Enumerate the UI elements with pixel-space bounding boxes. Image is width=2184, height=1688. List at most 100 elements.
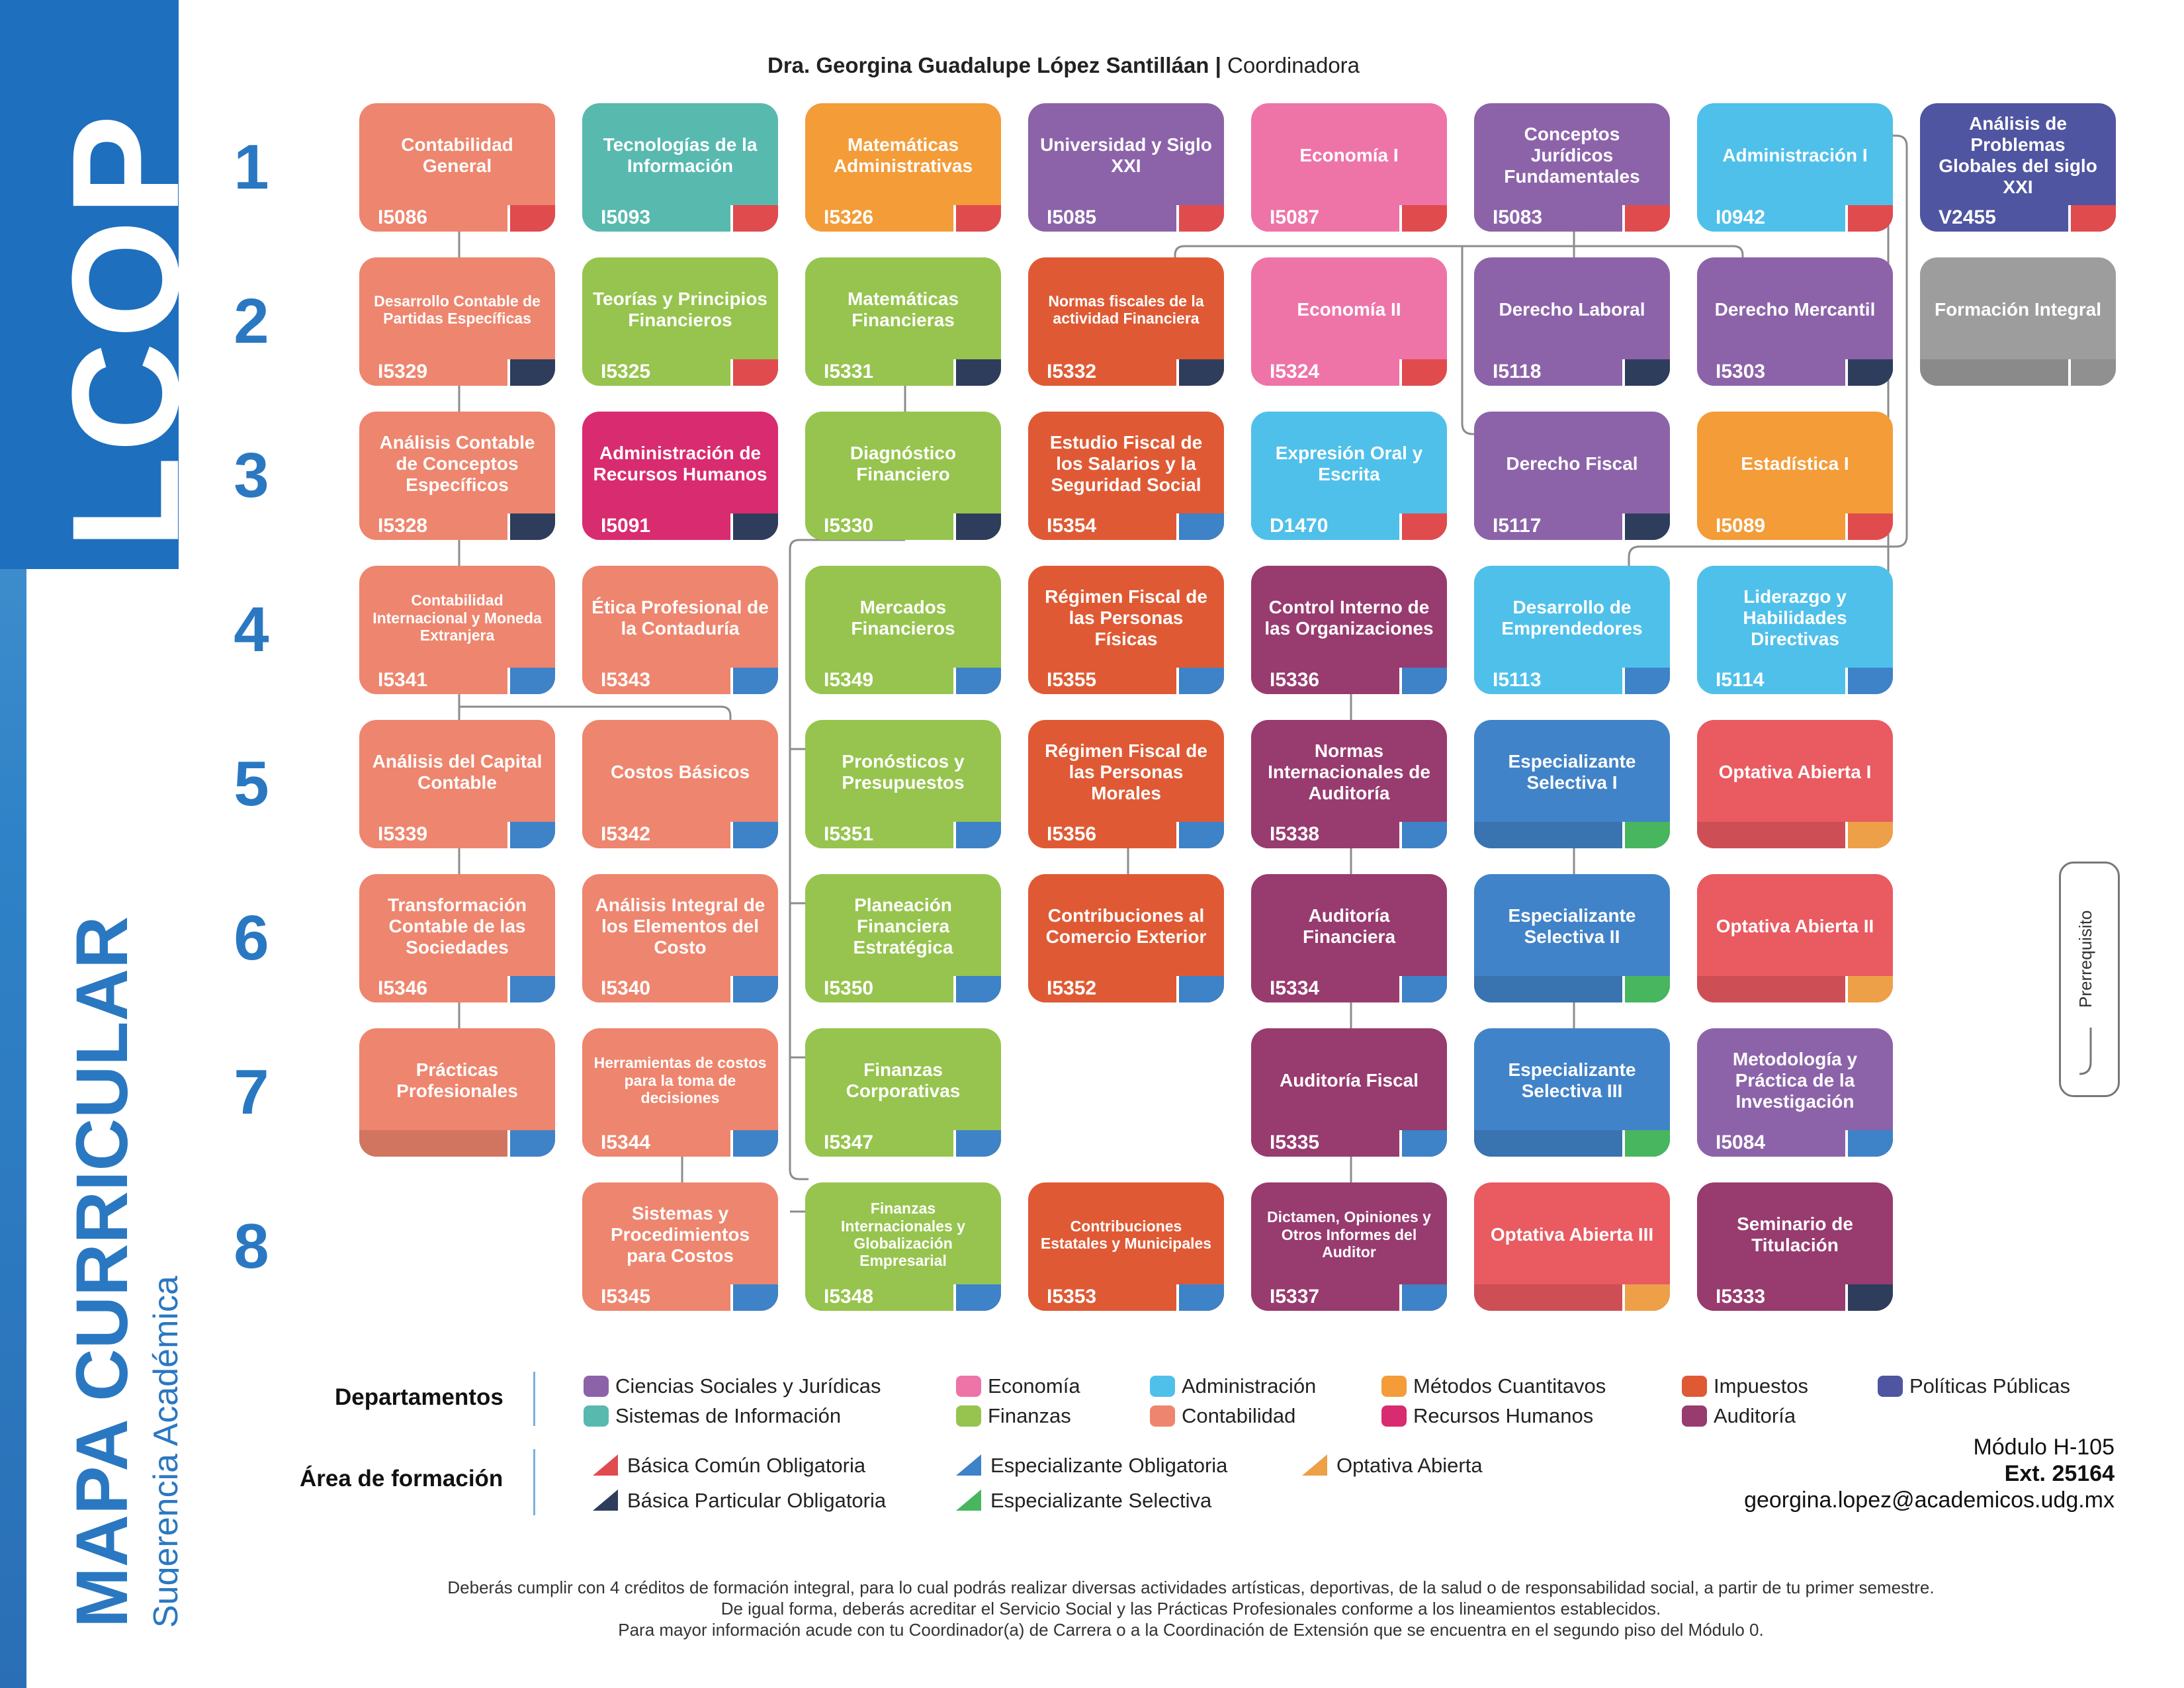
- course-name: Finanzas Corporativas: [846, 1059, 961, 1101]
- course-bar: I5343: [582, 668, 778, 694]
- course-code: I5356: [1047, 823, 1097, 845]
- course-name: Dictamen, Opiniones y Otros Informes del…: [1267, 1208, 1431, 1261]
- course-card: Normas Internacionales de Auditoría I5338: [1251, 720, 1447, 848]
- course-bar: I5345: [582, 1284, 778, 1311]
- program-banner: [0, 0, 179, 569]
- course-name: Contabilidad General: [401, 134, 513, 176]
- area-tag: [730, 513, 778, 540]
- course-code: I5350: [824, 977, 874, 999]
- course-card: Derecho Mercantil I5303: [1697, 257, 1893, 386]
- area-tag: [1622, 513, 1670, 540]
- course-name: Desarrollo de Emprendedores: [1501, 596, 1643, 639]
- legend-department: Impuestos: [1682, 1374, 1808, 1398]
- course-name: Optativa Abierta I: [1718, 761, 1872, 782]
- course-bar: I5330: [805, 513, 1001, 540]
- area-tag: [507, 1130, 555, 1157]
- course-card: Análisis de Problemas Globales del siglo…: [1920, 103, 2116, 232]
- legend-swatch: [1150, 1376, 1175, 1397]
- course-card: Teorías y Principios Financieros I5325: [582, 257, 778, 386]
- footer-note: De igual forma, deberás acreditar el Ser…: [721, 1599, 1661, 1619]
- course-name: Análisis Integral de los Elementos del C…: [595, 894, 765, 958]
- area-tag: [1399, 1130, 1447, 1157]
- course-card: Desarrollo Contable de Partidas Específi…: [359, 257, 555, 386]
- course-name: Economía II: [1297, 298, 1401, 320]
- course-bar: I5086: [359, 205, 555, 232]
- legend-area: Especializante Obligatoria: [956, 1454, 1227, 1478]
- connector-line: [1174, 232, 1744, 258]
- area-tag: [1622, 1284, 1670, 1311]
- course-code: I5351: [824, 823, 874, 845]
- course-bar: I5334: [1251, 976, 1447, 1002]
- course-code: I5345: [601, 1286, 651, 1308]
- course-bar: [1474, 1284, 1670, 1311]
- course-card: Contabilidad General I5086: [359, 103, 555, 232]
- course-bar: I0942: [1697, 205, 1893, 232]
- course-bar: [1697, 822, 1893, 848]
- area-tag: [730, 1130, 778, 1157]
- course-bar: I5344: [582, 1130, 778, 1157]
- course-name: Metodología y Práctica de la Investigaci…: [1732, 1048, 1858, 1112]
- course-card: Economía II I5324: [1251, 257, 1447, 386]
- course-bar: I5336: [1251, 668, 1447, 694]
- course-bar: I5333: [1697, 1284, 1893, 1311]
- course-card: Ética Profesional de la Contaduría I5343: [582, 566, 778, 694]
- course-card: Administración de Recursos Humanos I5091: [582, 412, 778, 540]
- course-card: Diagnóstico Financiero I5330: [805, 412, 1001, 540]
- course-code: I5353: [1047, 1286, 1097, 1308]
- legend-department: Sistemas de Información: [584, 1404, 841, 1428]
- area-tag: [730, 976, 778, 1002]
- course-code: I5336: [1270, 669, 1320, 691]
- course-card: Régimen Fiscal de las Personas Morales I5…: [1028, 720, 1224, 848]
- course-bar: I5346: [359, 976, 555, 1002]
- course-code: I5338: [1270, 823, 1320, 845]
- course-bar: I5093: [582, 205, 778, 232]
- course-code: I5337: [1270, 1286, 1320, 1308]
- contact-email[interactable]: georgina.lopez@academicos.udg.mx: [1744, 1488, 2115, 1513]
- area-tag: [1176, 513, 1224, 540]
- course-card: Análisis Integral de los Elementos del C…: [582, 874, 778, 1002]
- course-bar: I5326: [805, 205, 1001, 232]
- area-tag: [730, 205, 778, 232]
- course-bar: I5325: [582, 359, 778, 386]
- course-bar: I5338: [1251, 822, 1447, 848]
- course-card: Derecho Laboral I5118: [1474, 257, 1670, 386]
- course-bar: I5324: [1251, 359, 1447, 386]
- course-code: I5347: [824, 1132, 874, 1153]
- course-bar: I5341: [359, 668, 555, 694]
- course-code: I5093: [601, 206, 651, 228]
- legend-area-icon: [956, 1454, 985, 1477]
- course-name: Planeación Financiera Estratégica: [853, 894, 953, 958]
- course-bar: I5342: [582, 822, 778, 848]
- course-name: Análisis de Problemas Globales del siglo…: [1939, 112, 2097, 198]
- course-code: I5355: [1047, 669, 1097, 691]
- course-name: Economía I: [1299, 144, 1399, 165]
- area-tag: [1399, 359, 1447, 386]
- area-tag: [1845, 1284, 1893, 1311]
- course-name: Ética Profesional de la Contaduría: [591, 596, 769, 639]
- area-tag: [1622, 822, 1670, 848]
- area-tag: [1176, 822, 1224, 848]
- course-bar: I5347: [805, 1130, 1001, 1157]
- course-name: Contribuciones al Comercio Exterior: [1045, 905, 1207, 947]
- course-name: Conceptos Jurídicos Fundamentales: [1504, 123, 1640, 187]
- course-name: Derecho Fiscal: [1506, 453, 1638, 474]
- course-card: Administración I I0942: [1697, 103, 1893, 232]
- area-tag: [1622, 1130, 1670, 1157]
- area-tag: [507, 359, 555, 386]
- legend-swatch: [584, 1405, 609, 1427]
- course-name: Auditoría Financiera: [1302, 905, 1396, 947]
- course-code: I5333: [1716, 1286, 1766, 1308]
- semester-number: 2: [234, 286, 269, 357]
- legend-area: Básica Particular Obligatoria: [593, 1489, 886, 1513]
- legend-department: Auditoría: [1682, 1404, 1796, 1428]
- course-name: Optativa Abierta II: [1716, 915, 1874, 936]
- prerequisite-legend: Prerrequisito: [2059, 862, 2120, 1097]
- legend-label: Políticas Públicas: [1909, 1374, 2070, 1398]
- legend-label: Ciencias Sociales y Jurídicas: [615, 1374, 881, 1398]
- legend-label: Básica Particular Obligatoria: [627, 1489, 887, 1512]
- course-card: Conceptos Jurídicos Fundamentales I5083: [1474, 103, 1670, 232]
- course-card: Contabilidad Internacional y Moneda Extr…: [359, 566, 555, 694]
- course-code: I5328: [378, 515, 428, 537]
- course-card: Economía I I5087: [1251, 103, 1447, 232]
